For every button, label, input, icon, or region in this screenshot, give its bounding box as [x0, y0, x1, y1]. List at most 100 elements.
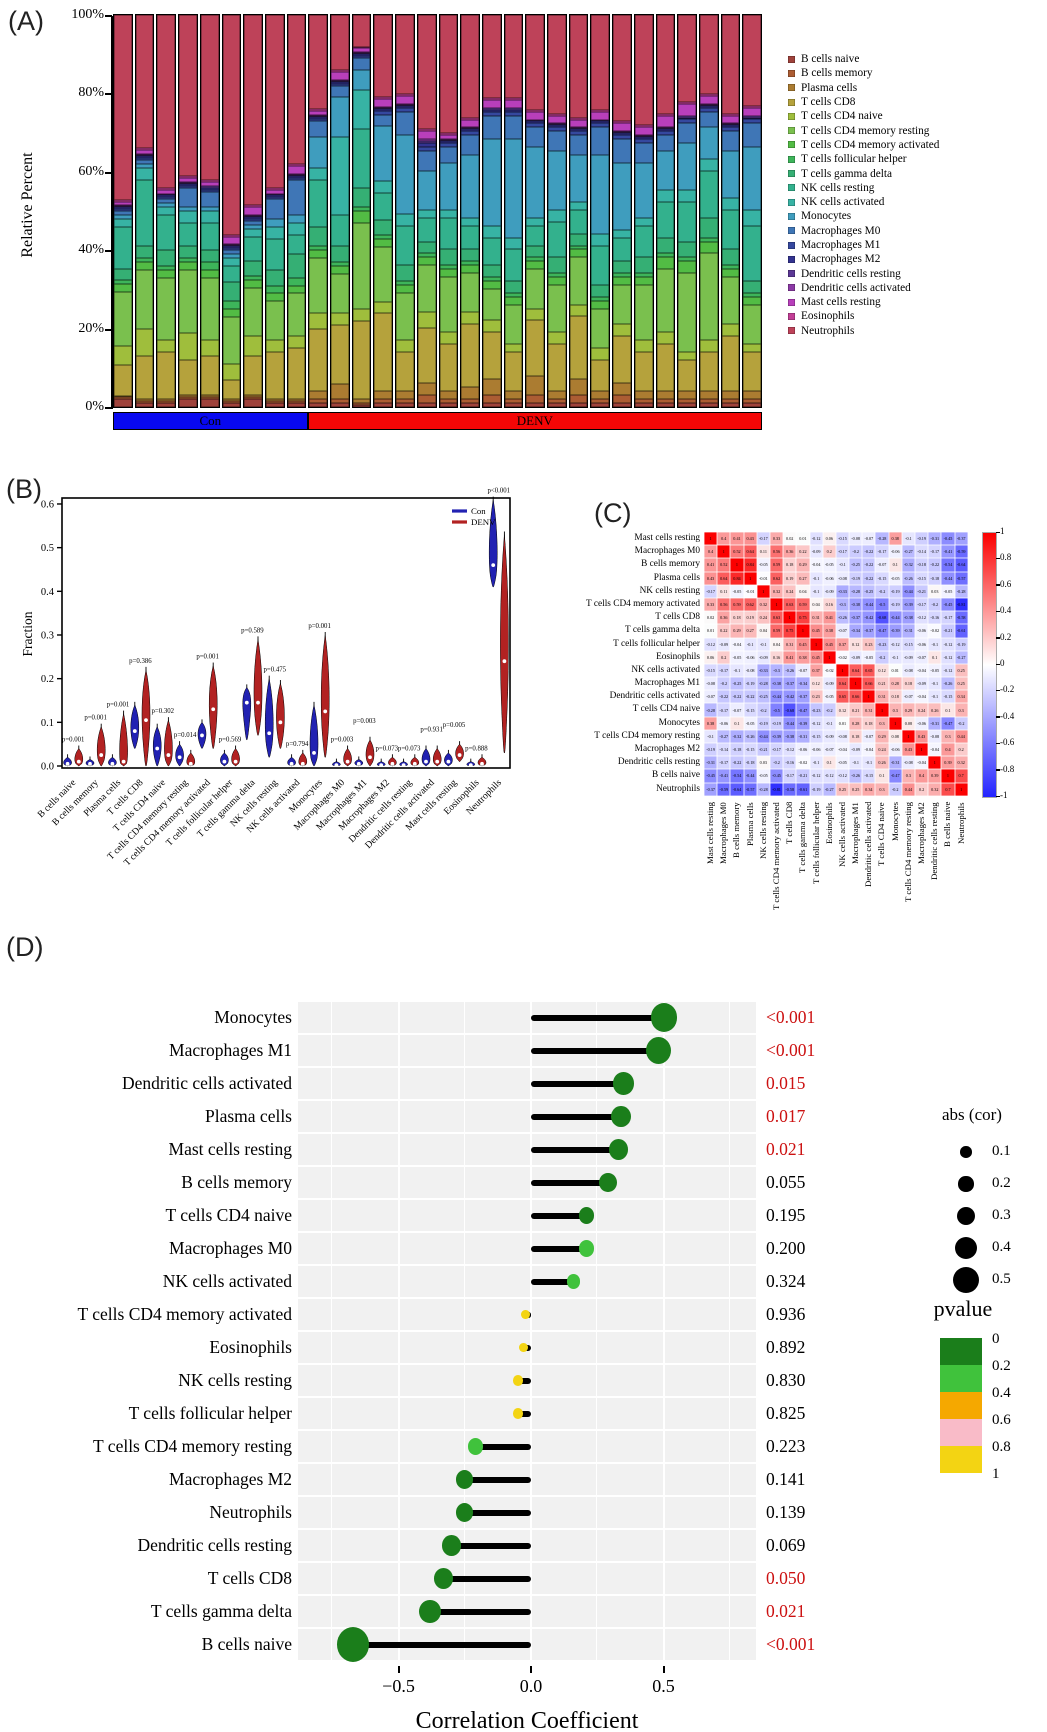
bar-segment — [352, 46, 371, 49]
bar-segment — [504, 403, 523, 407]
lollipop-p-value: 0.055 — [766, 1171, 806, 1192]
bar-segment — [287, 166, 306, 174]
bar-segment — [179, 211, 197, 223]
heatmap-column-label-text: T cells gamma delta — [797, 802, 808, 873]
bar-segment — [721, 127, 740, 132]
heatmap-cell: -0.18 — [743, 756, 757, 770]
panel-b-plot: 0.0 0.1 0.2 0.3 0.4 0.5 0.6 Fraction p=0.001 B ce… — [20, 484, 540, 909]
bar-segment — [548, 125, 566, 128]
heatmap-cell: -0.42 — [862, 611, 876, 625]
panel-b-y-tick-label: 0.2 — [41, 674, 54, 685]
heatmap-column-label-text: Macrophages M1 — [850, 802, 861, 864]
bar-segment — [439, 403, 458, 407]
heatmap-cell: 0.2 — [717, 650, 731, 664]
bar-segment — [157, 352, 176, 400]
heatmap-cell: 0.03 — [928, 584, 942, 598]
bar-segment — [352, 320, 371, 400]
bar-segment — [244, 15, 262, 206]
heatmap-column-label-text: Mast cells resting — [705, 802, 715, 865]
heatmap-row-label: Neutrophils — [656, 783, 700, 794]
bar-segment — [135, 150, 154, 155]
bar-segment — [569, 119, 588, 128]
violin-p-value: p=0.931 — [420, 727, 443, 734]
bar-segment — [309, 179, 328, 227]
bar-segment — [265, 218, 284, 227]
heatmap-column-label: Monocytes — [889, 800, 902, 918]
lollipop-row-label: T cells CD8 — [207, 1567, 292, 1588]
bar-segment — [374, 399, 393, 404]
bar-segment — [179, 222, 197, 247]
bar-segment — [244, 205, 262, 208]
bar-segment — [439, 133, 458, 136]
lollipop-p-value: 0.141 — [766, 1468, 806, 1489]
legend-item: NK cells resting — [788, 181, 939, 195]
lollipop-stick — [517, 1377, 531, 1384]
bar-segment — [200, 262, 219, 270]
heatmap-cell: -0.57 — [743, 782, 757, 796]
bar-segment — [179, 395, 197, 398]
heatmap-cell: 0.04 — [796, 584, 810, 598]
bar-segment — [634, 137, 653, 140]
heatmap-cell: 0.4 — [717, 532, 731, 546]
bar-segment — [699, 93, 718, 96]
lollipop-row-band — [298, 1068, 756, 1099]
heatmap-column-label: Macrophages M2 — [915, 800, 928, 918]
heatmap-cell: -0.44 — [783, 716, 797, 730]
lollipop-p-value: 0.050 — [766, 1567, 806, 1588]
lollipop-p-value: <0.001 — [766, 1633, 816, 1654]
heatmap-cell: 0.25 — [835, 782, 850, 796]
heatmap-cell: -0.12 — [835, 769, 850, 783]
heatmap-cell: 0.43 — [743, 532, 757, 546]
heatmap-cell: 0.3 — [875, 782, 889, 796]
heatmap-cell: 0.64 — [849, 663, 863, 678]
legend-item: Monocytes — [788, 209, 939, 223]
bar-segment — [591, 391, 610, 400]
bar-segment — [200, 211, 219, 223]
bar-segment — [591, 399, 610, 404]
bar-segment — [656, 127, 675, 129]
violin-p-value: p<0.001 — [488, 488, 511, 495]
heatmap-cell: -0.06 — [743, 650, 757, 664]
bar-segment — [569, 379, 588, 396]
bar-segment — [331, 97, 349, 137]
bar-segment — [504, 109, 523, 112]
heatmap-cell: 0.66 — [849, 690, 863, 704]
heatmap-cell: -0.12 — [941, 650, 955, 664]
bar-segment — [179, 182, 197, 184]
bar-segment — [461, 128, 479, 130]
bar-segment — [656, 128, 675, 130]
heatmap-cell: -0.28 — [756, 782, 770, 796]
heatmap-cell: -0.17 — [704, 584, 718, 598]
bar-segment — [591, 403, 610, 407]
heatmap-cell: -0.22 — [862, 571, 876, 585]
violin-body — [287, 757, 296, 767]
bar-segment — [591, 245, 610, 285]
heatmap-cell: -0.3 — [769, 663, 784, 678]
heatmap-cell: 0.04 — [756, 624, 770, 638]
heatmap-cell: 0.16 — [822, 597, 836, 612]
bar-segment — [309, 115, 328, 116]
bar-segment — [678, 403, 696, 407]
stacked-bar — [720, 14, 741, 408]
stacked-bar — [460, 14, 480, 408]
heatmap-cell: 0.3 — [941, 729, 955, 743]
panel-a-y-tick-mark — [105, 15, 112, 17]
heatmap-cell: -0.61 — [954, 624, 968, 638]
stacked-bar — [395, 14, 415, 408]
bar-segment — [569, 154, 588, 203]
heatmap-cell: -0.22 — [928, 558, 942, 572]
bar-segment — [591, 120, 610, 122]
bar-segment — [743, 304, 762, 344]
violin-p-value: p=0.003 — [353, 718, 376, 725]
heatmap-cell: 0.08 — [888, 729, 902, 743]
bar-segment — [244, 288, 262, 336]
heatmap-cell: -0.06 — [915, 637, 929, 651]
heatmap-cell: -0.16 — [783, 756, 797, 770]
violin-p-value: p=0.073 — [376, 745, 399, 752]
heatmap-cell: 0.4 — [915, 769, 929, 783]
bar-segment — [374, 110, 393, 115]
bar-segment — [331, 15, 349, 71]
bar-segment — [244, 224, 262, 229]
legend-item: Macrophages M0 — [788, 224, 939, 238]
bar-segment — [396, 403, 414, 407]
